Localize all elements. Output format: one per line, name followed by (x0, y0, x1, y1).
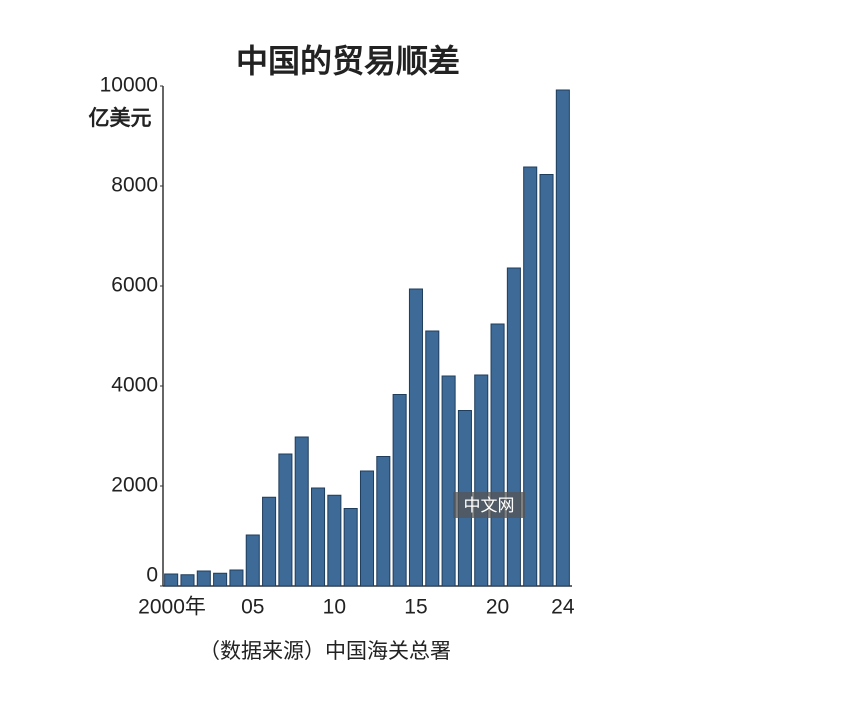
bar (180, 574, 195, 587)
bar (229, 569, 244, 587)
bar (327, 494, 342, 587)
bar (196, 570, 211, 587)
source: （数据来源）中国海关总署 (199, 639, 451, 663)
bar (539, 174, 554, 587)
y-tick-label: 4000 (111, 374, 158, 397)
x-tick-label: 05 (241, 596, 264, 619)
bar (474, 374, 489, 587)
bar (164, 573, 179, 587)
y-axis-label: 亿美元 (89, 106, 152, 130)
bar (408, 288, 423, 587)
bar (425, 330, 440, 587)
y-tick-label: 10000 (100, 74, 158, 97)
y-tick-label: 2000 (111, 474, 158, 497)
bar (555, 89, 570, 587)
x-tick-label: 10 (323, 596, 346, 619)
bar (343, 508, 358, 587)
chart-title: 中国的贸易顺差 (236, 42, 460, 80)
x-tick-label: 24 (551, 596, 575, 619)
bar (294, 436, 309, 587)
x-tick-label: 2000年 (138, 596, 206, 619)
y-tick-label: 8000 (111, 174, 158, 197)
watermark: 中文网 (464, 496, 515, 516)
watermark-box (453, 492, 525, 518)
bar (490, 323, 505, 587)
bar (311, 487, 326, 587)
x-tick-label: 20 (486, 596, 509, 619)
bar (392, 394, 407, 587)
bar (213, 572, 228, 587)
bar (523, 166, 538, 587)
y-tick-label: 6000 (111, 274, 158, 297)
y-tick-label: 0 (146, 564, 158, 587)
bar (262, 496, 277, 587)
bar (376, 456, 391, 587)
x-tick-label: 15 (404, 596, 427, 619)
bar (278, 453, 293, 587)
bar (359, 470, 375, 587)
bar (245, 534, 260, 587)
bar (506, 267, 521, 587)
bar (441, 375, 456, 587)
